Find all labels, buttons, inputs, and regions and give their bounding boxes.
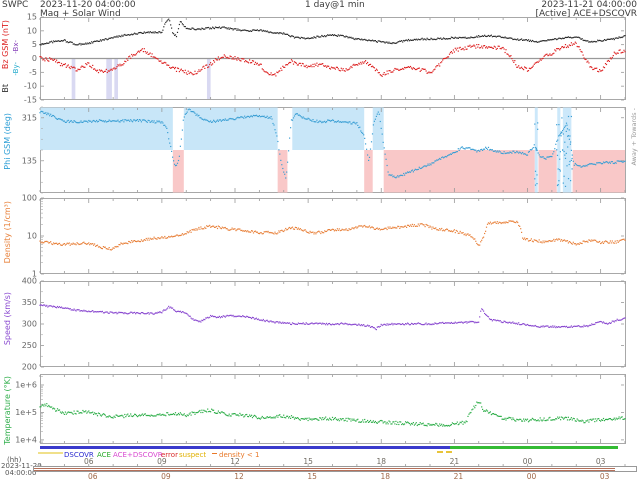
legend: DSCOVR ACE ACE+DSCOVR error suspect density <… (0, 449, 640, 459)
hour-label-18: 18 (380, 472, 391, 481)
svg-text:300: 300 (22, 320, 37, 329)
hour-label-18: 18 (376, 457, 387, 466)
hour-label-12: 12 (234, 472, 244, 481)
svg-text:5: 5 (32, 40, 37, 49)
svg-text:400: 400 (22, 277, 37, 286)
panel-speed-chart: 400 350 300 250 200 (0, 277, 640, 372)
hour-label-09: 09 (161, 472, 171, 481)
svg-text:135: 135 (22, 156, 37, 165)
plot-subtitle: Mag + Solar Wind (40, 9, 121, 19)
hour-label-06: 06 (87, 472, 98, 481)
hour-label-00: 00 (526, 472, 537, 481)
legend-item-error: error (161, 451, 178, 459)
hour-label-21: 21 (449, 457, 460, 466)
hour-label-03: 03 (595, 457, 606, 466)
density-sample-line (212, 453, 217, 454)
panel-temperature-chart: 1e+6 1e+5 1e+4 (0, 374, 640, 444)
footer-date: 2023-11-20 (1, 462, 42, 470)
svg-text:1e+6: 1e+6 (15, 380, 37, 389)
svg-text:0: 0 (32, 54, 37, 63)
temperature-plot-svg: 1e+6 1e+5 1e+4 (15, 374, 626, 444)
hour-labels-row-1: 06 09 12 15 18 21 00 03 (0, 458, 640, 466)
hour-label-09: 09 (157, 457, 167, 466)
svg-text:100: 100 (22, 194, 37, 203)
time-range-slider[interactable] (33, 466, 637, 472)
mag-plot-svg: 15 10 5 0 -5 -10 -15 (24, 13, 626, 105)
hour-label-15: 15 (307, 472, 317, 481)
svg-text:350: 350 (22, 298, 37, 307)
svg-text:-10: -10 (24, 82, 37, 91)
plot-end-time: 2023-11-21 04:00:00 (541, 0, 637, 10)
legend-item-ace: ACE (97, 451, 111, 459)
time-range-slider-fill (34, 467, 615, 471)
legend-item-ace-dscovr: ACE+DSCOVR (113, 451, 163, 459)
svg-text:15: 15 (27, 13, 37, 22)
hour-unit-label: (hh) (7, 456, 22, 464)
source-segment-dscovr (40, 446, 450, 449)
svg-text:315: 315 (22, 113, 37, 122)
hour-label-00: 00 (522, 457, 533, 466)
svg-text:10: 10 (27, 26, 37, 35)
suspect-marks (0, 451, 640, 453)
svg-text:10: 10 (27, 232, 37, 241)
hour-label-06: 06 (83, 457, 94, 466)
footer-time: 04:00:00 (5, 469, 37, 477)
suspect-sample-line (38, 452, 63, 454)
legend-item-density-1: density < 1 (219, 451, 260, 459)
panel-phi-chart: 315 135 (0, 106, 640, 194)
plot-start-time: 2023-11-20 04:00:00 (40, 0, 136, 10)
svg-text:200: 200 (22, 363, 37, 372)
legend-item-suspect: suspect (179, 451, 207, 459)
svg-text:1e+4: 1e+4 (15, 435, 37, 444)
svg-text:250: 250 (22, 341, 37, 350)
phi-plot-svg: 315 135 (22, 106, 626, 194)
hour-label-15: 15 (303, 457, 313, 466)
svg-text:1e+5: 1e+5 (15, 408, 37, 417)
plot-cadence: 1 day@1 min (305, 0, 365, 10)
legend-item-dscovr: DSCOVR (64, 451, 94, 459)
panel-mag-chart: 15 10 5 0 -5 -10 -15 (0, 13, 640, 105)
hour-label-12: 12 (230, 457, 240, 466)
hour-label-21: 21 (453, 472, 464, 481)
brand-label: SWPC (2, 0, 29, 10)
hour-label-03: 03 (599, 472, 610, 481)
suspect-mark (437, 451, 444, 453)
panel-density-chart: 100 10 1 (0, 194, 640, 279)
hour-labels-row-2: 06 09 12 15 18 21 00 03 (0, 473, 640, 481)
data-source-bar (0, 446, 640, 449)
density-plot-svg: 100 10 1 (22, 194, 626, 279)
svg-text:-5: -5 (29, 68, 37, 77)
suspect-mark (445, 451, 452, 453)
source-segment-ace (449, 446, 618, 449)
svg-text:1: 1 (32, 270, 37, 279)
speed-plot-svg: 400 350 300 250 200 (22, 277, 626, 372)
svg-text:-15: -15 (24, 96, 37, 105)
data-status: [Active] ACE+DSCOVR (535, 9, 638, 19)
